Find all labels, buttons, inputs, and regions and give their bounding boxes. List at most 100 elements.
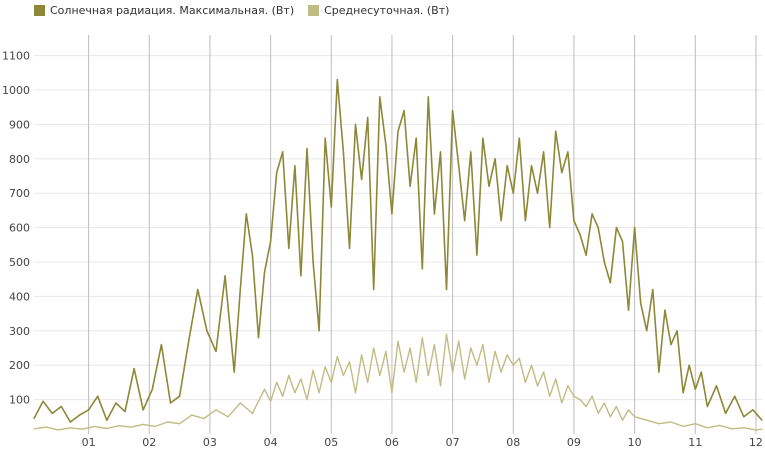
data-point-avg xyxy=(294,392,296,394)
data-point-max xyxy=(615,227,618,229)
y-tick-label: 600 xyxy=(9,222,30,235)
data-point-max xyxy=(373,288,375,291)
data-point-avg xyxy=(69,427,71,429)
data-point-max xyxy=(734,395,736,397)
data-point-max xyxy=(494,158,496,160)
data-point-avg xyxy=(318,392,320,394)
data-point-max xyxy=(524,220,527,222)
data-point-avg xyxy=(45,426,47,428)
y-tick-label: 800 xyxy=(9,153,30,166)
data-point-max xyxy=(421,268,423,270)
data-point-max xyxy=(512,192,514,194)
data-point-avg xyxy=(591,395,593,397)
vertical-gridlines xyxy=(88,35,757,434)
data-point-avg xyxy=(342,374,344,377)
data-point-avg xyxy=(324,366,326,368)
x-tick-label: 09 xyxy=(567,436,581,449)
data-point-avg xyxy=(227,416,229,418)
data-point-avg xyxy=(567,385,569,387)
data-point-avg xyxy=(354,392,357,394)
data-point-avg xyxy=(603,402,605,404)
data-point-max xyxy=(646,330,648,332)
data-point-avg xyxy=(361,354,363,356)
data-point-avg xyxy=(118,425,120,427)
y-tick-label: 1100 xyxy=(2,50,30,63)
data-point-avg xyxy=(452,371,454,373)
data-point-max xyxy=(427,96,429,98)
data-point-max xyxy=(188,340,190,342)
data-point-avg xyxy=(373,347,375,349)
data-point-max xyxy=(700,371,702,373)
data-point-avg xyxy=(682,425,684,427)
data-point-max xyxy=(115,402,117,404)
data-point-avg xyxy=(427,374,429,377)
data-point-max xyxy=(694,388,696,390)
data-point-max xyxy=(536,192,539,194)
data-point-avg xyxy=(518,357,520,359)
x-tick-label: 02 xyxy=(142,436,156,449)
data-point-avg xyxy=(458,340,460,342)
data-point-avg xyxy=(761,428,763,430)
data-point-avg xyxy=(718,424,721,426)
data-point-max xyxy=(294,165,296,167)
data-point-max xyxy=(591,213,593,215)
data-point-max xyxy=(725,412,727,414)
data-point-max xyxy=(452,110,454,112)
data-point-max xyxy=(379,96,381,98)
y-tick-label: 100 xyxy=(9,394,30,407)
data-point-max xyxy=(245,213,247,215)
data-point-avg xyxy=(330,381,332,383)
data-point-avg xyxy=(251,412,253,414)
data-point-avg xyxy=(731,428,733,430)
data-point-avg xyxy=(512,364,514,366)
data-point-avg xyxy=(585,405,587,408)
legend-label-max: Солнечная радиация. Максимальная. (Вт) xyxy=(50,4,295,17)
data-point-avg xyxy=(530,364,533,366)
data-point-avg xyxy=(379,374,381,377)
data-point-avg xyxy=(166,421,169,423)
x-tick-label: 10 xyxy=(628,436,642,449)
data-point-avg xyxy=(464,378,466,380)
data-point-max xyxy=(573,220,575,222)
data-point-avg xyxy=(385,350,387,352)
data-point-avg xyxy=(276,381,278,383)
data-point-max xyxy=(151,388,153,390)
data-point-max xyxy=(627,309,630,311)
data-point-avg xyxy=(33,428,35,430)
x-axis-ticks: 01 02 03 04 05 06 07 08 09 10 11 12 xyxy=(82,436,763,449)
data-point-max xyxy=(160,344,162,346)
data-point-avg xyxy=(536,385,539,387)
data-point-max xyxy=(324,137,326,139)
data-point-max xyxy=(567,151,569,153)
legend: Солнечная радиация. Максимальная. (Вт) С… xyxy=(34,4,449,17)
data-point-max xyxy=(124,411,126,413)
data-point-avg xyxy=(94,425,96,427)
y-tick-label: 900 xyxy=(9,118,30,131)
data-point-max xyxy=(60,405,62,408)
data-point-max xyxy=(488,185,490,187)
legend-item-max[interactable]: Солнечная радиация. Максимальная. (Вт) xyxy=(34,4,294,17)
data-point-max xyxy=(439,151,442,153)
data-point-avg xyxy=(482,344,484,346)
data-point-max xyxy=(706,405,709,408)
data-point-max xyxy=(530,165,533,167)
data-point-max xyxy=(239,288,241,291)
data-point-max xyxy=(634,227,636,229)
data-point-avg xyxy=(506,354,508,356)
data-point-avg xyxy=(524,381,527,383)
legend-item-avg[interactable]: Среднесуточная. (Вт) xyxy=(308,4,449,17)
data-point-avg xyxy=(549,395,551,397)
data-point-max xyxy=(142,409,144,411)
data-point-avg xyxy=(421,337,423,339)
data-point-max xyxy=(51,412,53,414)
data-point-max xyxy=(312,261,314,263)
data-point-avg xyxy=(694,423,696,425)
data-point-max xyxy=(664,309,666,311)
data-point-max xyxy=(561,172,563,174)
data-point-avg xyxy=(743,427,745,429)
data-point-max xyxy=(348,247,351,249)
data-point-avg xyxy=(142,423,144,425)
x-tick-label: 01 xyxy=(82,436,96,449)
data-point-avg xyxy=(543,371,545,373)
